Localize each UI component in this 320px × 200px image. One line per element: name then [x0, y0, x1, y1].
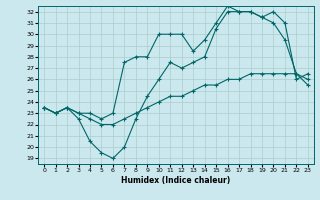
X-axis label: Humidex (Indice chaleur): Humidex (Indice chaleur) — [121, 176, 231, 185]
